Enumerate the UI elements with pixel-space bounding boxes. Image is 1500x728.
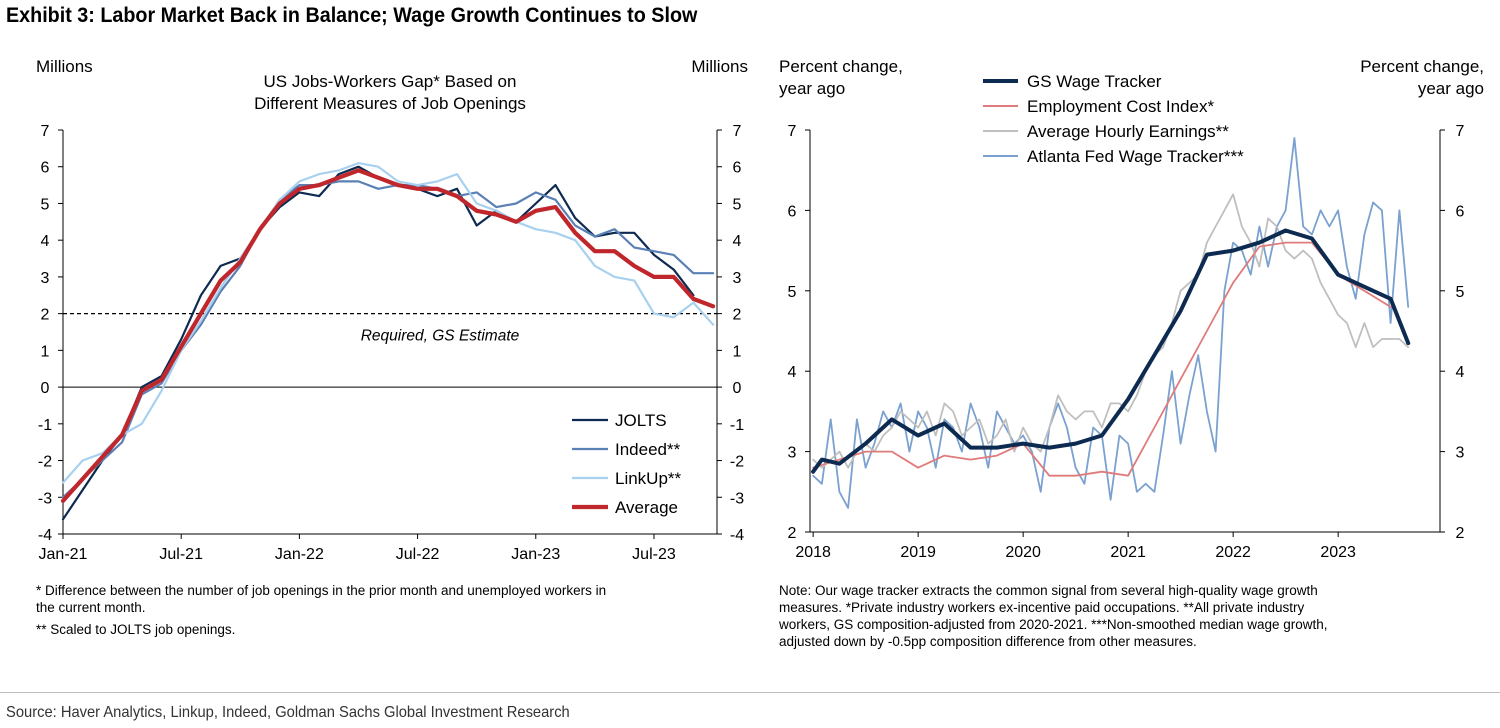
chart2-series-gs-wage-tracker (811, 228, 1411, 474)
chart1-legend-label-indeed: Indeed** (615, 440, 681, 459)
chart1-ytick-label-right: -4 (730, 527, 744, 544)
right-note-3: workers, GS composition-adjusted from 20… (779, 617, 1328, 632)
chart2-ytick-label-left: 7 (788, 123, 797, 140)
chart1-ytick-label-left: -3 (38, 490, 52, 507)
chart1-xtick-label: Jul-22 (396, 546, 440, 563)
chart1-ytick-label-right: -3 (730, 490, 744, 507)
chart2-ytick-label-left: 2 (788, 525, 797, 542)
chart1-xtick-label: Jan-23 (511, 546, 560, 563)
chart1-ytick-label-right: 1 (733, 343, 742, 360)
chart2-ytick-label-right: 2 (1456, 525, 1465, 542)
chart1-legend-label-jolts: JOLTS (615, 411, 667, 430)
chart2-ytick-label-left: 4 (788, 364, 797, 381)
chart1-ytick-label-right: 7 (733, 123, 742, 140)
chart2-series-average-hourly-earnings (812, 193, 1410, 469)
chart1-ytick-label-left: -4 (38, 527, 52, 544)
chart1-xtick-label: Jul-21 (159, 546, 203, 563)
chart1-ytick-label-left: 7 (41, 123, 50, 140)
chart2-legend-label-atlanta-fed-wage-tracker: Atlanta Fed Wage Tracker*** (1027, 147, 1244, 166)
chart1-ytick-label-right: 4 (733, 233, 742, 250)
chart2-xtick-label: 2020 (1005, 544, 1041, 561)
chart2-series-employment-cost-index (812, 241, 1392, 477)
left-footnote-2: the current month. (36, 600, 146, 615)
source-divider (0, 692, 1500, 693)
right-note-2: measures. *Private industry workers ex-i… (779, 600, 1305, 615)
chart2-ytick-label-right: 5 (1456, 284, 1465, 301)
chart1-ytick-label-left: 6 (41, 160, 50, 177)
chart1-series-average (60, 168, 716, 503)
right-note-1: Note: Our wage tracker extracts the comm… (779, 583, 1318, 598)
chart1-xtick-label: Jan-22 (275, 546, 324, 563)
chart2-ytick-label-right: 4 (1456, 364, 1465, 381)
chart1-ytick-label-right: 2 (733, 307, 742, 324)
chart1-ytick-label-left: 4 (41, 233, 50, 250)
chart2-ytick-label-right: 7 (1456, 123, 1465, 140)
chart2-ytick-label-left: 6 (788, 203, 797, 220)
chart2-xtick-label: 2022 (1215, 544, 1251, 561)
chart1-ytick-label-left: 2 (41, 307, 50, 324)
chart1-title: US Jobs-Workers Gap* Based on (264, 72, 517, 91)
chart1-legend-label-linkup: LinkUp** (615, 469, 682, 488)
chart2-series-atlanta-fed-wage-tracker (812, 137, 1410, 509)
left-footnote-1: * Difference between the number of job o… (36, 583, 607, 598)
chart1-xtick-label: Jan-21 (39, 546, 88, 563)
chart1-xtick-label: Jul-23 (632, 546, 676, 563)
exhibit-title: Exhibit 3: Labor Market Back in Balance;… (6, 4, 698, 27)
chart1-ytick-label-right: -1 (730, 417, 744, 434)
source-line: Source: Haver Analytics, Linkup, Indeed,… (6, 704, 570, 721)
right-note-4: adjusted down by -0.5pp composition diff… (779, 634, 1197, 649)
chart1-ytick-label-right: 3 (733, 270, 742, 287)
chart1-yunit-right: Millions (691, 57, 748, 76)
chart1-series-linkup (61, 162, 715, 484)
chart1-ytick-label-right: 5 (733, 196, 742, 213)
chart2-xtick-label: 2018 (795, 544, 831, 561)
chart2-ytick-label-right: 3 (1456, 445, 1465, 462)
chart1-title: Different Measures of Job Openings (254, 94, 526, 113)
chart1-required-label: Required, GS Estimate (361, 328, 520, 345)
chart2-xtick-label: 2019 (900, 544, 936, 561)
chart2-xtick-label: 2023 (1320, 544, 1356, 561)
chart2-yunit-right: Percent change, (1360, 57, 1484, 76)
left-footnote-3: ** Scaled to JOLTS job openings. (36, 622, 236, 637)
chart1-ytick-label-left: -2 (38, 454, 52, 471)
chart1-legend-label-average: Average (615, 498, 678, 517)
chart1-ytick-label-right: 0 (733, 380, 742, 397)
chart2-yunit-right: year ago (1418, 79, 1484, 98)
chart1-ytick-label-left: 0 (41, 380, 50, 397)
chart1-ytick-label-right: 6 (733, 160, 742, 177)
chart1-ytick-label-left: -1 (38, 417, 52, 434)
chart1-ytick-label-left: 3 (41, 270, 50, 287)
chart2-xtick-label: 2021 (1110, 544, 1146, 561)
chart2-legend-label-average-hourly-earnings: Average Hourly Earnings** (1027, 122, 1229, 141)
chart2-legend-label-employment-cost-index: Employment Cost Index* (1027, 97, 1214, 116)
chart2-ytick-label-right: 6 (1456, 203, 1465, 220)
chart1-ytick-label-left: 5 (41, 196, 50, 213)
chart2-yunit-left: year ago (779, 79, 845, 98)
chart2-yunit-left: Percent change, (779, 57, 903, 76)
chart1-ytick-label-right: -2 (730, 454, 744, 471)
chart1-yunit-left: Millions (36, 57, 93, 76)
chart2-legend-label-gs-wage-tracker: GS Wage Tracker (1027, 72, 1162, 91)
chart2-ytick-label-left: 5 (788, 284, 797, 301)
chart2-ytick-label-left: 3 (788, 445, 797, 462)
chart1-ytick-label-left: 1 (41, 343, 50, 360)
